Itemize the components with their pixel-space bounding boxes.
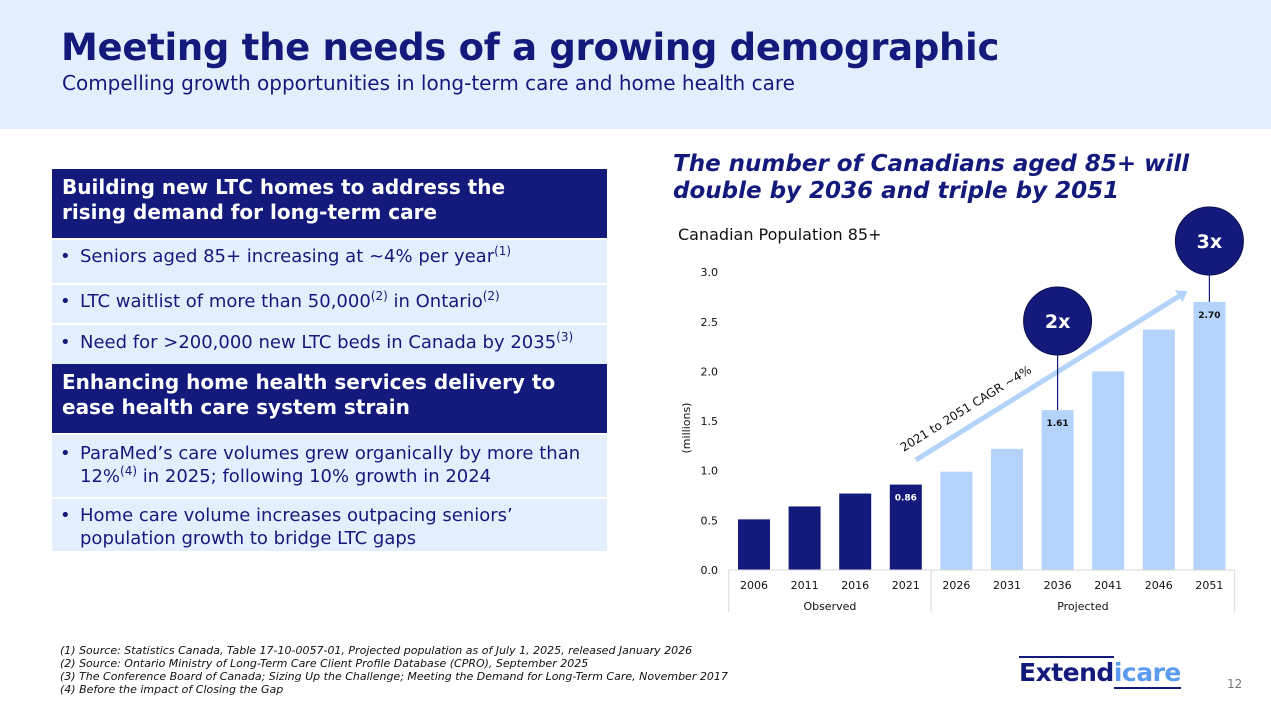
x-tick-label: 2026 xyxy=(942,579,970,592)
heading-line: Enhancing home health services delivery … xyxy=(62,370,556,394)
y-axis-label: (millions) xyxy=(680,403,693,454)
heading-line: Building new LTC homes to address the xyxy=(62,175,506,199)
y-tick-label: 1.0 xyxy=(701,465,719,478)
footnote: (1) Source: Statistics Canada, Table 17-… xyxy=(60,644,693,657)
header-band: Meeting the needs of a growing demograph… xyxy=(0,0,1271,129)
bullet-text: Seniors aged 85+ increasing at ~4% per y… xyxy=(80,246,495,267)
data-label-2021: 0.86 xyxy=(895,494,917,504)
bullet-text: in 2025; following 10% growth in 2024 xyxy=(137,466,492,487)
chart-title: Canadian Population 85+ xyxy=(678,225,882,244)
bullet-item: ParaMed’s care volumes grew organically … xyxy=(52,433,607,497)
bar-2021 xyxy=(889,484,922,570)
heading-line: rising demand for long-term care xyxy=(62,200,438,224)
x-tick-label: 2041 xyxy=(1094,579,1122,592)
bullet-text: ParaMed’s care volumes grew organically … xyxy=(80,443,581,487)
logo-part: Extend xyxy=(1019,656,1114,687)
group-label-observed: Observed xyxy=(803,600,856,613)
ltc-section-heading: Building new LTC homes to address the ri… xyxy=(52,169,607,238)
x-tick-label: 2051 xyxy=(1195,579,1223,592)
footnote: (4) Before the impact of Closing the Gap xyxy=(60,683,284,696)
callout-label: 3x xyxy=(1197,231,1222,253)
bar-2031 xyxy=(991,448,1023,570)
bullet-text: Need for >200,000 new LTC beds in Canada… xyxy=(80,332,557,353)
y-tick-label: 1.5 xyxy=(701,415,719,428)
bar-2006 xyxy=(738,519,770,570)
footnote-ref: (1) xyxy=(494,244,512,258)
bar-2036 xyxy=(1041,410,1074,570)
x-tick-label: 2016 xyxy=(841,579,869,592)
footnotes: (1) Source: Statistics Canada, Table 17-… xyxy=(60,644,728,696)
data-label-2036: 1.61 xyxy=(1046,419,1068,429)
y-tick-label: 2.5 xyxy=(701,316,719,329)
bar-2046 xyxy=(1142,329,1175,570)
y-tick-label: 2.0 xyxy=(701,365,719,378)
trend-arrow-head xyxy=(1175,290,1188,303)
y-tick-label: 3.0 xyxy=(701,266,719,279)
trend-arrow xyxy=(914,294,1181,463)
logo-part: icare xyxy=(1113,658,1181,689)
callout-circle-2x xyxy=(1023,286,1093,356)
bullet-text: LTC waitlist of more than 50,000 xyxy=(80,291,371,312)
x-tick-label: 2021 xyxy=(892,579,920,592)
footnote-ref: (3) xyxy=(556,330,574,344)
chart-heading-line: double by 2036 and triple by 2051 xyxy=(673,178,1120,204)
bullet-item: Home care volume increases outpacing sen… xyxy=(52,497,607,551)
y-tick-label: 0.5 xyxy=(701,514,719,527)
ltc-section: Building new LTC homes to address the ri… xyxy=(52,169,607,364)
footnote-ref: (2) xyxy=(370,289,388,303)
bullet-text: Home care volume increases outpacing sen… xyxy=(80,505,513,549)
bullet-text: in Ontario xyxy=(387,291,483,312)
callout-circle-3x xyxy=(1174,206,1244,276)
bar-2016 xyxy=(839,493,872,570)
footnote: (3) The Conference Board of Canada; Sizi… xyxy=(60,670,728,683)
page-title: Meeting the needs of a growing demograph… xyxy=(61,26,1000,69)
heading-line: ease health care system strain xyxy=(62,395,410,419)
bullet-item: Seniors aged 85+ increasing at ~4% per y… xyxy=(52,238,607,283)
bar-2026 xyxy=(940,471,973,570)
trend-label: 2021 to 2051 CAGR ~4% xyxy=(898,363,1034,455)
page-subtitle: Compelling growth opportunities in long-… xyxy=(62,71,795,95)
x-tick-label: 2036 xyxy=(1044,579,1072,592)
x-tick-label: 2046 xyxy=(1145,579,1173,592)
footnote-ref: (2) xyxy=(482,289,500,303)
page-number: 12 xyxy=(1227,677,1243,691)
x-tick-label: 2006 xyxy=(740,579,768,592)
group-label-projected: Projected xyxy=(1057,600,1108,613)
callout-label: 2x xyxy=(1045,311,1070,333)
footnote: (2) Source: Ontario Ministry of Long-Ter… xyxy=(60,657,589,670)
bullet-item: LTC waitlist of more than 50,000(2) in O… xyxy=(52,283,607,323)
home-health-section: Enhancing home health services delivery … xyxy=(52,364,607,551)
chart-heading: The number of Canadians aged 85+ will do… xyxy=(673,151,1189,205)
bullet-item: Need for >200,000 new LTC beds in Canada… xyxy=(52,323,607,364)
data-label-2051: 2.70 xyxy=(1198,311,1220,321)
x-tick-label: 2011 xyxy=(791,579,819,592)
chart-heading-line: The number of Canadians aged 85+ will xyxy=(673,151,1190,177)
extendicare-logo: Extendicare xyxy=(1019,656,1181,689)
y-tick-label: 0.0 xyxy=(701,564,719,577)
home-health-section-heading: Enhancing home health services delivery … xyxy=(52,364,607,433)
bar-2011 xyxy=(788,506,821,570)
footnote-ref: (4) xyxy=(120,464,138,478)
bar-2041 xyxy=(1092,371,1125,570)
bar-2051 xyxy=(1193,301,1226,570)
x-tick-label: 2031 xyxy=(993,579,1021,592)
